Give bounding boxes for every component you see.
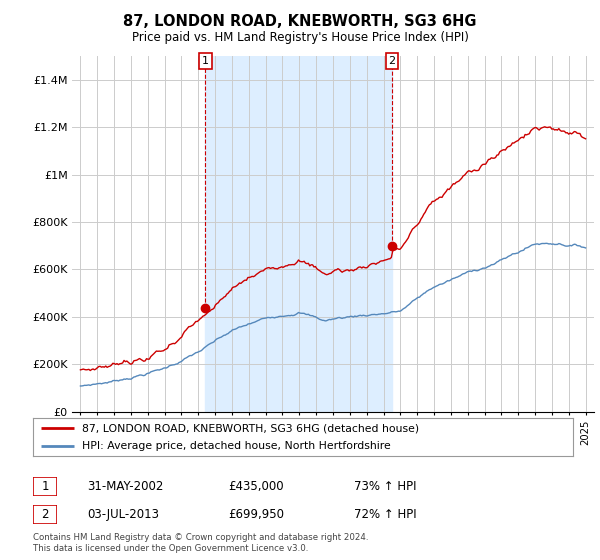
Text: £699,950: £699,950 bbox=[228, 507, 284, 521]
Text: Price paid vs. HM Land Registry's House Price Index (HPI): Price paid vs. HM Land Registry's House … bbox=[131, 31, 469, 44]
Text: 1: 1 bbox=[202, 56, 209, 66]
Text: 03-JUL-2013: 03-JUL-2013 bbox=[87, 507, 159, 521]
FancyBboxPatch shape bbox=[33, 477, 57, 496]
Text: 87, LONDON ROAD, KNEBWORTH, SG3 6HG: 87, LONDON ROAD, KNEBWORTH, SG3 6HG bbox=[123, 14, 477, 29]
Bar bbox=[205, 56, 392, 412]
Text: 2: 2 bbox=[41, 508, 49, 521]
Text: 87, LONDON ROAD, KNEBWORTH, SG3 6HG (detached house): 87, LONDON ROAD, KNEBWORTH, SG3 6HG (det… bbox=[82, 423, 419, 433]
Text: 2: 2 bbox=[389, 56, 395, 66]
Text: HPI: Average price, detached house, North Hertfordshire: HPI: Average price, detached house, Nort… bbox=[82, 441, 391, 451]
Text: 1: 1 bbox=[41, 480, 49, 493]
FancyBboxPatch shape bbox=[33, 505, 57, 524]
Text: 31-MAY-2002: 31-MAY-2002 bbox=[87, 479, 163, 493]
Text: £435,000: £435,000 bbox=[228, 479, 284, 493]
Text: 73% ↑ HPI: 73% ↑ HPI bbox=[354, 479, 416, 493]
Text: 72% ↑ HPI: 72% ↑ HPI bbox=[354, 507, 416, 521]
Text: Contains HM Land Registry data © Crown copyright and database right 2024.
This d: Contains HM Land Registry data © Crown c… bbox=[33, 533, 368, 553]
